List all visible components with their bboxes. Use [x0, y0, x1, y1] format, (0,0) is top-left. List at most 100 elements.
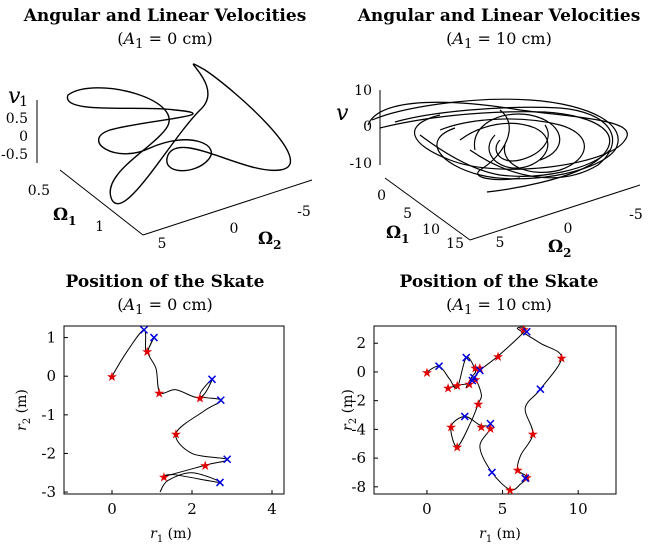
subtitle-var: A: [123, 29, 136, 48]
red-star-marker: ★: [485, 422, 497, 437]
blue-x-stroke: [435, 362, 444, 371]
x-axis-label: r1 (m): [150, 526, 192, 545]
y-tick-label: 2: [356, 334, 366, 352]
subtitle-var: A: [123, 295, 136, 314]
blue-x-marker: [223, 455, 232, 464]
x-axis-label-var: r: [150, 526, 158, 542]
z-tick-label: 10: [354, 83, 372, 99]
title-top-right: Angular and Linear Velocities: [357, 6, 641, 26]
blue-x-marker: [139, 325, 149, 334]
red-star-marker: ★: [421, 366, 433, 381]
x-axis-label: r1 (m): [479, 526, 521, 545]
subtitle-bottom-left: (A1 = 0 cm): [0, 295, 330, 318]
x-tick-label: -5: [297, 204, 311, 220]
x-tick-label: 2: [187, 500, 197, 518]
y-axis-line: [384, 177, 471, 241]
title-bottom-left: Position of the Skate: [65, 272, 265, 292]
subtitle-sub: 1: [135, 37, 144, 53]
x-tick-label: 5: [158, 236, 167, 252]
blue-x-marker: [468, 376, 477, 385]
red-star-marker: ★: [199, 459, 211, 474]
x-axis-label-unit: (m): [492, 526, 521, 542]
z-tick-label: 0: [363, 119, 372, 135]
blue-x-marker: [521, 474, 530, 483]
axes-frame: [373, 325, 617, 495]
subtitle-var: A: [452, 295, 464, 314]
z-axis-label: v: [336, 101, 349, 126]
tick-labels: 0 2 4 1 0 -1 -2 -3: [41, 329, 276, 518]
subtitle-bottom-right: (A1 = 10 cm): [334, 295, 664, 318]
y-tick-label: 1: [46, 329, 56, 347]
x-axis-label-sub: 2: [563, 246, 571, 260]
y-axis-line: [59, 169, 144, 236]
red-star-marker: ★: [445, 421, 457, 436]
blue-x-stroke: [536, 385, 545, 394]
axes-frame: [63, 325, 285, 495]
blue-x-marker: [149, 333, 159, 342]
y-axis-label-sub: 1: [68, 214, 76, 228]
x-axis-label: Ω2: [548, 237, 572, 260]
x-axis-line: [469, 184, 641, 241]
title-top-left: Angular and Linear Velocities: [23, 6, 307, 26]
y-tick-label: -2: [351, 392, 366, 410]
red-star-marker: ★: [556, 352, 568, 367]
velocity-trajectory-curve: [67, 63, 291, 205]
x-axis-label-main: Ω: [258, 229, 273, 249]
blue-x-marker: [536, 385, 545, 394]
subtitle-prefix: (: [446, 295, 453, 314]
y-tick-label: 0: [356, 363, 366, 381]
y-axis-label-unit: (m): [340, 389, 356, 418]
y-axis-label-sub: 2: [348, 418, 359, 424]
x-axis-label-sub: 1: [157, 534, 163, 545]
plot-3d-right: 10 0 -10 v 0 5 10 15 Ω1 5 0 -5 Ω2: [336, 83, 643, 260]
red-star-marker: ★: [470, 362, 482, 377]
z-tick-label: -10: [349, 156, 372, 172]
subtitle-prefix: (: [117, 295, 124, 314]
x-tick-label: 4: [267, 500, 277, 518]
red-star-marker: ★: [141, 345, 153, 360]
z-tick-label: 1: [19, 94, 28, 110]
title-bottom-right: Position of the Skate: [399, 272, 599, 292]
blue-x-stroke: [462, 353, 471, 362]
x-tick-label: 5: [498, 500, 508, 518]
red-star-marker: ★: [106, 370, 118, 385]
y-tick-label: -6: [351, 449, 366, 467]
y-tick-label: 0.5: [28, 183, 50, 199]
red-star-marker: ★: [474, 362, 486, 377]
blue-x-marker: [475, 366, 484, 375]
subtitle-rest: = 10 cm): [472, 295, 552, 314]
y-axis-label-var: r: [340, 423, 356, 431]
tick-labels: 0 5 10 2 0 -2 -4 -6 -8: [351, 334, 587, 518]
z-tick-label: 0.5: [6, 111, 28, 127]
subtitle-rest: = 0 cm): [143, 29, 213, 48]
x-tick-label: 10: [569, 500, 588, 518]
y-axis-label-sub: 2: [22, 418, 33, 424]
blue-x-marker: [486, 419, 495, 428]
x-tick-label: 0: [564, 221, 573, 237]
subtitle-sub: 1: [463, 37, 473, 53]
plot-2d-left: 0 2 410-1-2-3 r1 (m) r2 (m): [14, 325, 285, 545]
blue-x-marker: [215, 478, 225, 487]
blue-x-stroke: [223, 455, 232, 464]
blue-x-stroke: [207, 375, 217, 384]
x-axis-label-sub: 2: [273, 238, 281, 252]
blue-x-stroke: [522, 327, 531, 336]
y-tick-label: 15: [446, 236, 464, 252]
y-tick-label: 0: [46, 367, 56, 385]
y-axis-label: Ω1: [53, 205, 77, 228]
skate-path-right: ★★★ ★★★★★★★★★★★★★★★★: [421, 323, 567, 499]
blue-x-marker: [435, 362, 444, 371]
red-star-marker: ★: [527, 428, 539, 443]
x-tick-label: 0: [107, 500, 117, 518]
z-tick-label: -0.5: [1, 147, 28, 163]
subtitle-prefix: (: [446, 29, 453, 48]
y-tick-label: 10: [422, 222, 440, 238]
blue-x-stroke: [521, 474, 530, 483]
y-axis-label-main: Ω: [53, 205, 68, 225]
y-axis-label: r2 (m): [340, 389, 359, 431]
blue-x-stroke: [149, 333, 159, 342]
y-tick-label: -4: [351, 420, 366, 438]
red-star-marker: ★: [518, 323, 530, 338]
blue-x-marker: [460, 412, 469, 421]
y-axis-label: r2 (m): [14, 389, 33, 431]
